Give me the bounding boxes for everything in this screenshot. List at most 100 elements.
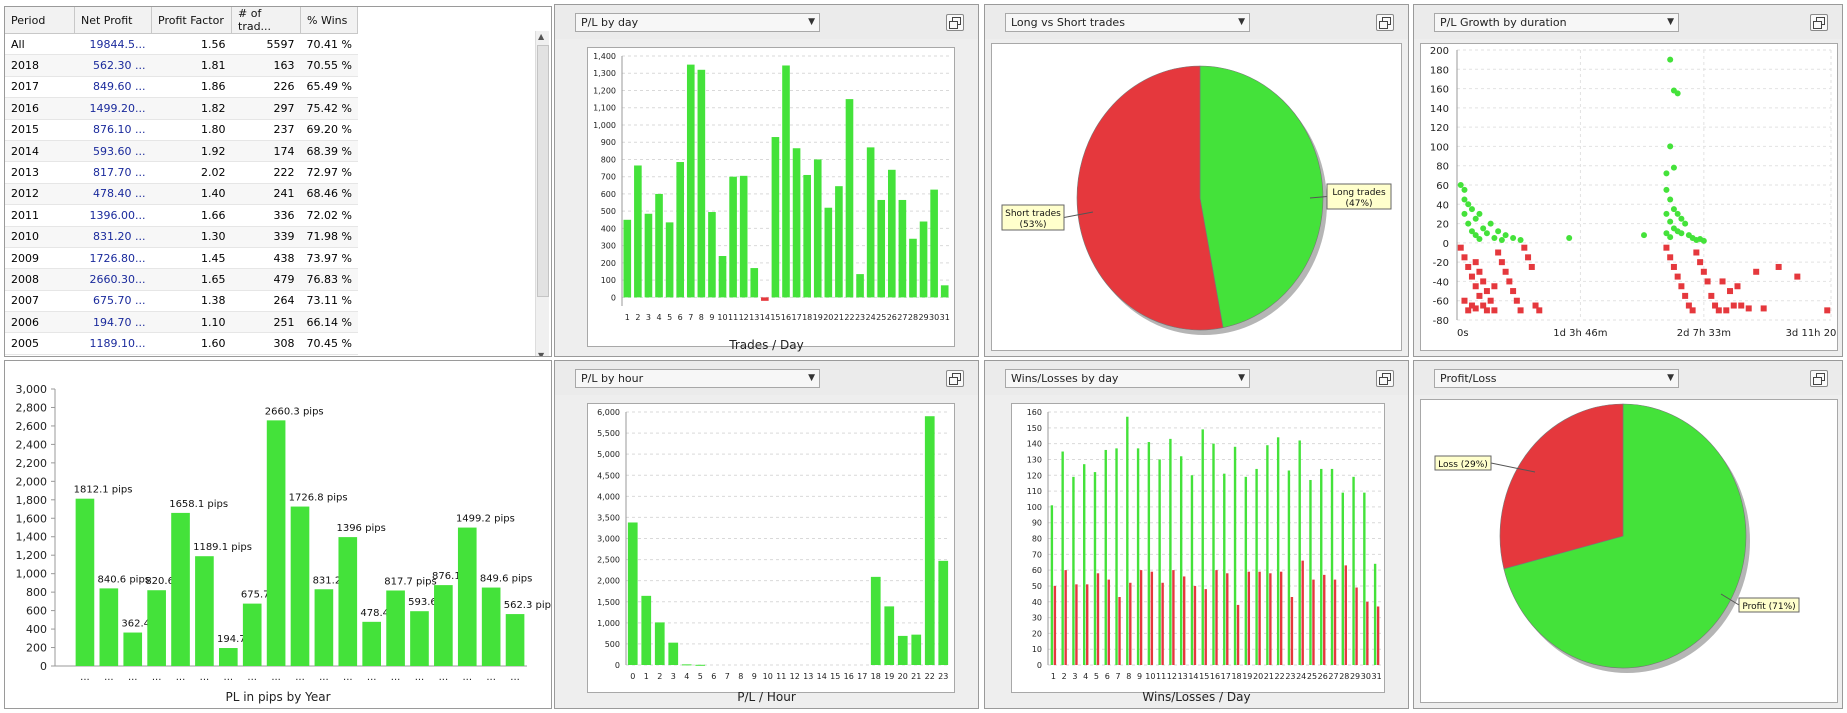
maximize-icon[interactable] — [946, 14, 964, 31]
table-row[interactable]: 2014 593.60 ... 1.92 174 68.39 % — [5, 140, 358, 163]
scatter-point — [1480, 278, 1487, 285]
bar — [1341, 492, 1344, 665]
scatter-point — [1487, 297, 1494, 304]
table-row[interactable]: 2013 817.70 ... 2.02 222 72.97 % — [5, 161, 358, 184]
profit-loss-pie-chart: Profit (71%) Loss (29%) — [1434, 403, 1800, 673]
scatter-point — [1697, 259, 1704, 266]
bar — [1352, 476, 1355, 665]
maximize-icon[interactable] — [946, 370, 964, 387]
maximize-icon[interactable] — [1810, 14, 1828, 31]
table-cell: 222 — [231, 161, 301, 184]
table-scrollbar[interactable]: ▲ ▼ — [535, 31, 549, 357]
y-tick-label: 400 — [26, 623, 47, 636]
dropdown-label: Long vs Short trades — [1011, 16, 1125, 29]
bar — [938, 560, 949, 665]
table-cell: 72.02 % — [300, 204, 358, 227]
table-row[interactable]: 2005 1189.10... 1.60 308 70.45 % — [5, 332, 358, 355]
scatter-point — [1491, 283, 1498, 290]
callout-box — [1434, 455, 1492, 471]
maximize-icon[interactable] — [1376, 370, 1394, 387]
scroll-thumb[interactable] — [537, 45, 549, 297]
maximize-icon[interactable] — [1810, 370, 1828, 387]
column-header[interactable]: Period — [5, 7, 75, 34]
x-tick-label: 13 — [803, 672, 813, 681]
bar — [1323, 574, 1326, 665]
column-header[interactable]: Profit Factor — [151, 7, 232, 34]
y-tick-label: 4,000 — [597, 492, 620, 501]
table-cell: 251 — [231, 311, 301, 334]
bar — [686, 64, 695, 298]
scatter-point — [1727, 288, 1734, 295]
maximize-icon[interactable] — [1376, 14, 1394, 31]
scatter-point — [1667, 234, 1674, 241]
y-tick-label: 100 — [1027, 503, 1042, 512]
scroll-down-icon[interactable]: ▼ — [538, 351, 545, 357]
chart-type-dropdown[interactable]: P/L Growth by duration ▼ — [1434, 13, 1679, 32]
table-cell: 2005 — [5, 332, 75, 355]
x-tick-label: 2 — [1062, 672, 1067, 681]
chart-area: 0 10 20 30 40 50 60 70 80 90 100 110 120 130 140 150 160… — [1011, 403, 1385, 693]
table-row[interactable]: 2017 849.60 ... 1.86 226 65.49 % — [5, 76, 358, 99]
long-short-pie-chart: Long trades(47%) Short trades(53%) — [1001, 65, 1392, 335]
table-row[interactable]: 2010 831.20 ... 1.30 339 71.98 % — [5, 226, 358, 248]
table-row[interactable]: 2009 1726.80... 1.45 438 73.97 % — [5, 247, 358, 270]
pl-growth-scatter-chart: -80 -60 -40 -20 0 20 40 60 80 100 120 140 160 180 200 0… — [1430, 46, 1837, 339]
x-tick-label: ... — [80, 672, 90, 683]
x-axis-title: Trades / Day — [729, 338, 804, 352]
table-row[interactable]: 2011 1396.00... 1.66 336 72.02 % — [5, 204, 358, 227]
data-label: 675.7 pi — [241, 590, 282, 601]
data-label: 1189.1 pips — [193, 542, 252, 553]
table-row[interactable]: 2015 876.10 ... 1.80 237 69.20 % — [5, 119, 358, 141]
table-cell: 1.45 — [151, 247, 232, 270]
data-label: 194.7 pi — [217, 634, 258, 645]
y-tick-label: 110 — [1027, 487, 1042, 496]
chart-area: 0 100 200 300 400 500 600 700 800 900 1,000 1,100 1,… — [587, 47, 955, 347]
pie-slice — [1076, 65, 1224, 331]
bar — [1182, 576, 1186, 665]
y-tick-label: 150 — [1027, 424, 1042, 433]
table-row[interactable]: 2012 478.40 ... 1.40 241 68.46 % — [5, 183, 358, 206]
column-header[interactable]: # of trad... — [231, 7, 301, 34]
pie-slice — [1199, 65, 1324, 329]
bar — [739, 175, 748, 298]
chart-type-dropdown[interactable]: Profit/Loss ▼ — [1434, 369, 1679, 388]
x-tick-label: 12 — [739, 313, 749, 322]
x-tick-label: 9 — [709, 313, 714, 322]
chart-type-dropdown[interactable]: P/L by hour ▼ — [575, 369, 820, 388]
dropdown-label: P/L by day — [581, 16, 639, 29]
dropdown-label: P/L Growth by duration — [1440, 16, 1567, 29]
pl-by-year-panel: 0 200 400 600 800 1,000 1,200 1,400 1,600 1,800 2,… — [4, 360, 552, 709]
table-row[interactable]: 2018 562.30 ... 1.81 163 70.55 % — [5, 54, 358, 77]
scatter-point — [1708, 292, 1715, 299]
chart-type-dropdown[interactable]: Long vs Short trades ▼ — [1005, 13, 1250, 32]
table-row[interactable]: 2006 194.70 ... 1.10 251 66.14 % — [5, 311, 358, 334]
y-tick-label: 60 — [1436, 181, 1449, 192]
column-header[interactable]: Net Profit — [74, 7, 152, 34]
y-tick-label: 1,000 — [16, 568, 48, 581]
data-label: 831.2 pi — [313, 575, 354, 586]
chart-type-dropdown[interactable]: Wins/Losses by day ▼ — [1005, 369, 1250, 388]
callout-box — [1738, 597, 1800, 613]
scatter-point — [1506, 278, 1513, 285]
bar — [1269, 573, 1272, 665]
table-row[interactable]: 2008 2660.30... 1.65 479 76.83 % — [5, 268, 358, 291]
column-header[interactable]: % Wins — [300, 7, 359, 34]
x-tick-label: 0s — [1457, 328, 1469, 339]
scatter-point — [1794, 273, 1801, 280]
bar — [1279, 571, 1283, 665]
table-row[interactable]: 2016 1499.20... 1.82 297 75.42 % — [5, 97, 358, 120]
scroll-up-icon[interactable]: ▲ — [538, 32, 545, 41]
x-tick-label: 9 — [752, 672, 757, 681]
bar — [909, 238, 917, 298]
table-row[interactable]: 2007 675.70 ... 1.38 264 73.11 % — [5, 290, 358, 313]
bar — [1136, 448, 1140, 665]
bar — [919, 221, 928, 298]
table-row[interactable]: All 19844.5... 1.56 5597 70.41 % — [5, 33, 358, 56]
data-label: 593.6 pi — [408, 597, 449, 608]
bar — [1301, 560, 1304, 665]
scatter-point — [1700, 268, 1707, 275]
dropdown-label: P/L by hour — [581, 372, 644, 385]
chart-type-dropdown[interactable]: P/L by day ▼ — [575, 13, 820, 32]
x-tick-label: ... — [415, 672, 425, 683]
x-tick-label: ... — [224, 672, 234, 683]
